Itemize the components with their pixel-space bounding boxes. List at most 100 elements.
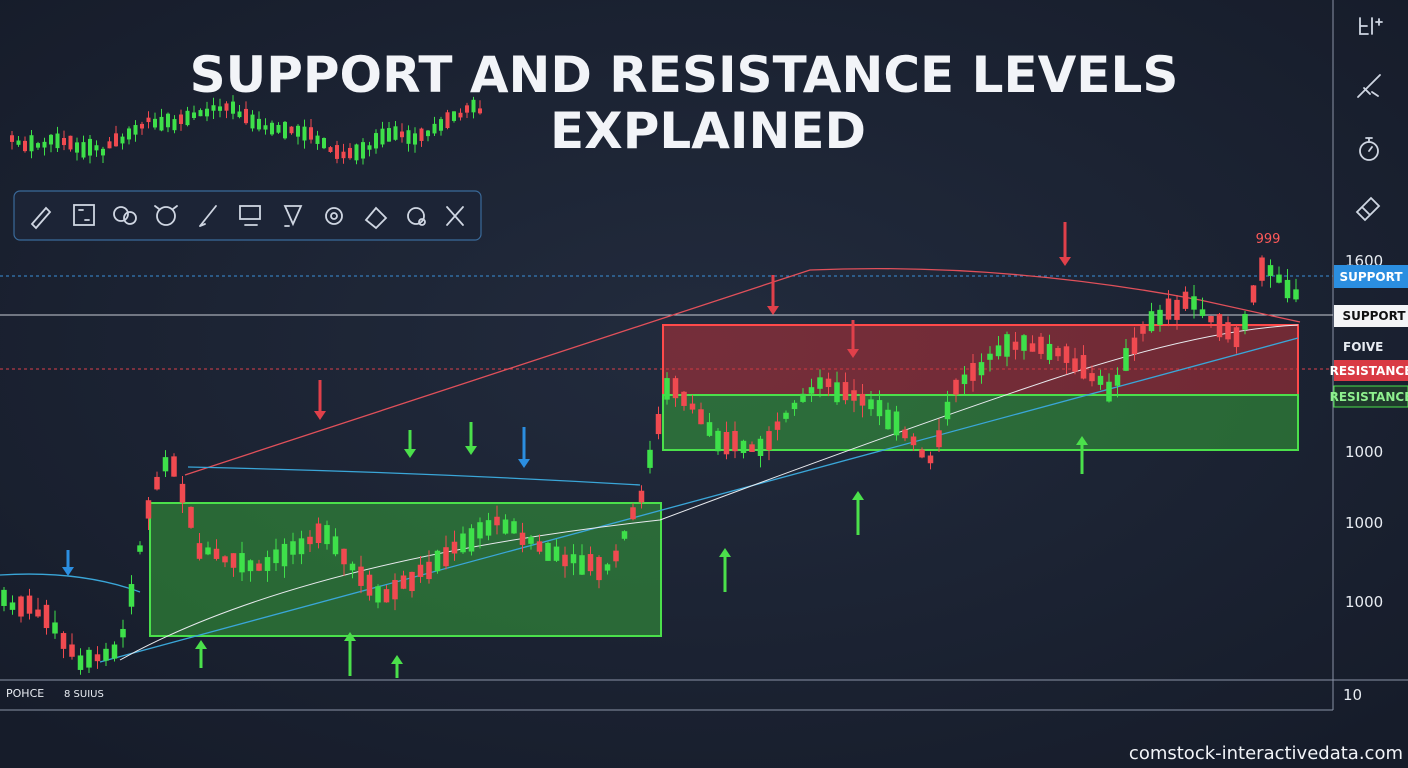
candle [927,455,934,464]
tag: RESISTANCE [1330,364,1408,378]
arrow-head [344,632,356,641]
candle [55,133,60,149]
candle [374,133,378,149]
candle [1089,373,1095,382]
candle [621,531,628,539]
candle [218,106,222,111]
candle [349,563,356,571]
candle [179,483,186,503]
trend-curve [184,267,1301,476]
candle [987,353,993,360]
candle [120,628,126,638]
candle [1140,324,1146,334]
candle [970,363,976,381]
tag-bg [1333,385,1408,408]
arrow-head [314,411,326,420]
candle [1233,327,1240,348]
candle [471,99,476,113]
candle [133,125,138,135]
candle [1267,265,1274,277]
candle [1284,279,1291,299]
candle [587,554,594,572]
tag: SUPPORT [1342,309,1406,323]
candle [103,648,109,661]
candle [1259,257,1265,281]
candle [740,440,747,454]
candle [434,550,441,572]
candle [393,126,398,140]
candle [264,557,271,571]
candle [328,147,333,152]
candle [120,136,125,144]
candle [460,533,466,553]
candle [77,655,84,670]
candle [638,490,645,503]
candle [244,108,248,124]
arrow-head [852,491,864,500]
candle [468,528,475,552]
candle [86,649,92,668]
candle [302,126,307,141]
candle [196,543,203,559]
candle [511,521,517,534]
tag-bg [1334,305,1408,327]
candle [192,112,196,118]
candle [783,412,789,419]
candle [101,148,105,156]
candle [613,550,619,562]
candle [808,387,815,394]
candle [1293,289,1299,300]
candle [604,564,611,571]
tag: RESISTANCE [1330,390,1408,404]
candle [205,547,211,555]
candle [94,145,99,151]
candle [111,644,118,659]
candle [443,547,449,567]
candle [1148,311,1155,332]
candle [35,609,41,617]
watermark: comstock-interactivedata.com [1129,743,1403,764]
candle [392,579,398,600]
candle [281,543,288,567]
price-label: 10 [1343,686,1362,704]
candle [400,575,407,589]
candle [961,374,968,385]
candle [166,113,170,128]
candle [383,589,390,603]
candle [198,110,203,117]
tool-icons[interactable] [30,204,464,230]
candle [413,133,417,145]
candle [919,449,925,458]
candle [230,553,237,568]
candle [26,595,33,614]
candle [16,140,21,145]
candle [757,438,764,457]
candle [672,378,679,399]
candle [29,135,34,152]
candle [322,138,326,149]
candle [270,122,274,135]
candle [562,554,568,567]
candle [341,151,346,159]
candle [706,422,713,436]
candle [502,519,509,534]
candle [361,142,365,159]
candle [851,390,857,401]
trend-line [99,337,1299,663]
candle [766,431,772,451]
candle [159,116,164,131]
candle [162,457,169,472]
candle [426,130,430,137]
candle [127,128,131,140]
candle [18,596,24,617]
candle [715,430,721,452]
arrow-head [391,655,403,664]
candle [409,571,415,592]
side-icons[interactable] [1355,17,1383,222]
candle [944,401,951,420]
candle [1,589,7,606]
candle [1276,274,1282,283]
candle [9,602,16,610]
tag: FOIVE [1343,340,1383,354]
candle [478,108,482,114]
